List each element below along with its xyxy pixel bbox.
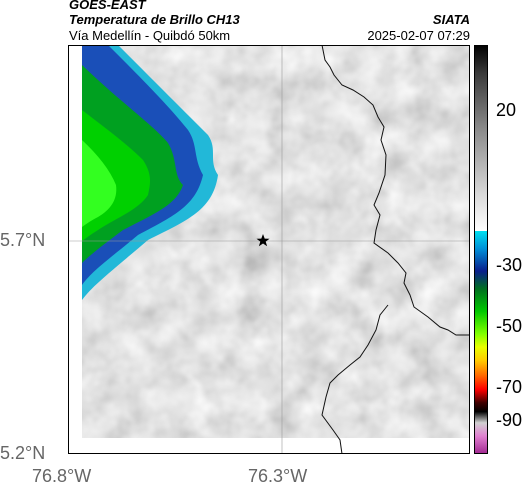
colorbar-tick-minus-50: -50: [496, 316, 523, 336]
lon-tick-76-8: 76.8°W: [32, 466, 92, 486]
lon-tick-76-3: 76.3°W: [248, 466, 308, 486]
colorbar-tick-minus-30: -30: [496, 255, 523, 275]
lat-tick-5-2: 5.2°N: [0, 443, 46, 463]
datetime-label: 2025-02-07 07:29: [367, 28, 470, 43]
colorbar-tick-minus-70: -70: [496, 377, 523, 397]
product-title: Temperatura de Brillo CH13: [69, 12, 240, 27]
map-frame: [68, 45, 470, 454]
colorbar-tick-20: 20: [496, 100, 517, 120]
organization-label: SIATA: [432, 12, 470, 27]
lat-tick-5-7: 5.7°N: [0, 230, 46, 250]
map-gridlines: [68, 45, 470, 454]
department-boundary: [321, 45, 470, 454]
route-subtitle: Vía Medellín - Quibdó 50km: [69, 28, 231, 43]
brightness-temperature-map: [68, 45, 470, 454]
location-star-icon: [256, 234, 270, 247]
cold-cloud-contours: [82, 45, 218, 300]
temperature-colorbar: [474, 45, 488, 454]
satellite-title: GOES-EAST: [69, 0, 146, 12]
colorbar-tick-minus-90: -90: [496, 410, 523, 430]
